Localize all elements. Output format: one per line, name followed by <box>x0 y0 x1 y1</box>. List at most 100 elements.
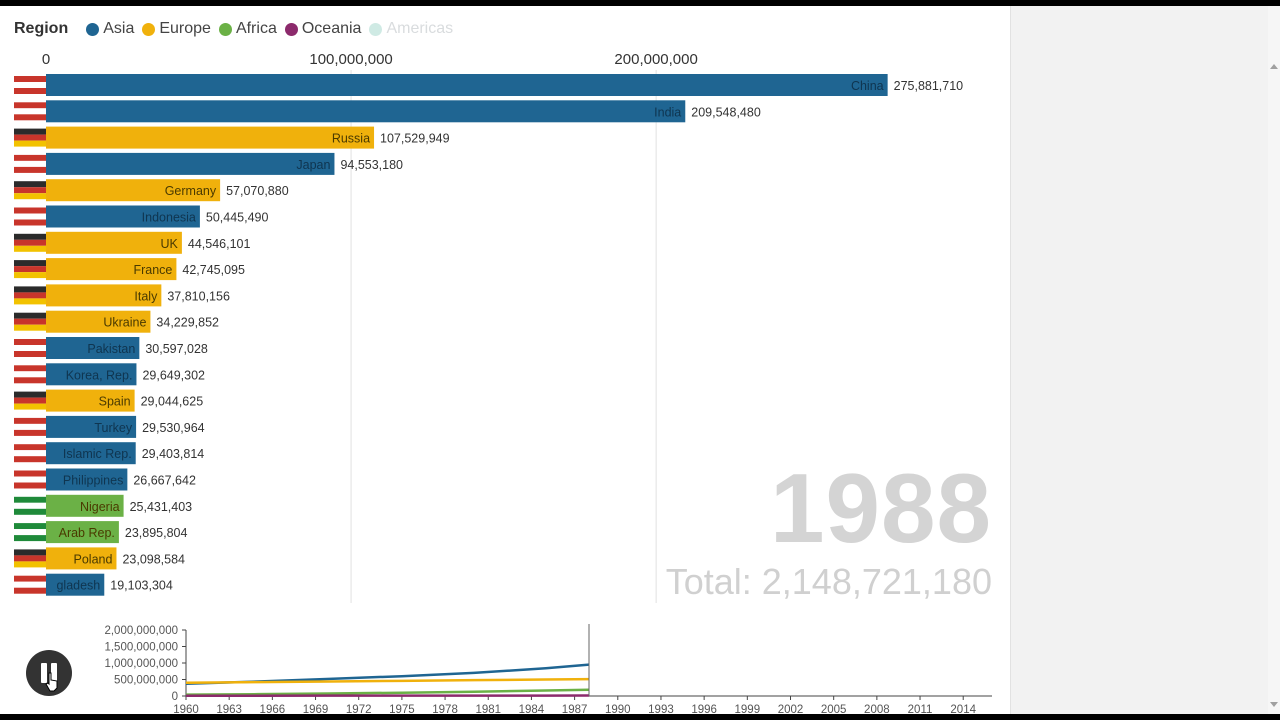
x-tick-label: 1981 <box>475 704 501 714</box>
series-line-europe <box>185 677 590 685</box>
bar-value-label: 34,229,852 <box>156 316 219 330</box>
timeline-chart[interactable]: 0 500,000,000 1,000,000,000 1,500,000,000 2,… <box>0 618 1010 714</box>
bar-value-label: 37,810,156 <box>167 289 230 303</box>
legend-label: Asia <box>103 20 135 37</box>
total-label: Total: 2,148,721,180 <box>665 561 992 602</box>
legend-item-asia[interactable]: Asia <box>86 20 134 38</box>
bar-value-label: 209,548,480 <box>691 105 761 119</box>
swatch-icon <box>218 22 232 36</box>
bar <box>46 337 140 359</box>
bar-label: Indonesia <box>142 211 196 225</box>
bar-label: Korea, Rep. <box>66 368 133 382</box>
bar-value-label: 50,445,490 <box>206 211 269 225</box>
x-tick-label: 2005 <box>821 704 847 714</box>
bar-label: France <box>133 263 172 277</box>
bar-value-label: 23,895,804 <box>125 526 188 540</box>
bottom-letterbox <box>0 714 1280 720</box>
bar-row: Pakistan 30,597,028 <box>14 337 208 359</box>
spain-flag-icon <box>14 391 46 410</box>
bar-label: gladesh <box>56 579 100 593</box>
top-letterbox <box>0 0 1280 6</box>
bar-value-label: 107,529,949 <box>380 132 450 146</box>
y-tick-label: 1,000,000,000 <box>104 658 178 670</box>
x-tick-label: 200,000,000 <box>614 51 697 68</box>
bar <box>46 126 375 149</box>
bar <box>46 494 124 517</box>
japan-flag-icon <box>14 154 46 173</box>
bar-label: Nigeria <box>80 500 120 514</box>
bar-label: Philippines <box>63 474 123 488</box>
bar <box>46 389 135 412</box>
bar-row: Italy 37,810,156 <box>14 284 230 307</box>
ukraine-flag-icon <box>14 312 46 331</box>
italy-flag-icon <box>14 286 46 305</box>
bar <box>46 100 686 123</box>
scrollbar[interactable] <box>1268 6 1280 714</box>
y-tick-label: 500,000,000 <box>114 675 178 687</box>
pause-icon <box>51 663 57 683</box>
bar-label: Russia <box>332 132 370 146</box>
bar-row: Korea, Rep. 29,649,302 <box>14 363 205 386</box>
legend-item-europe[interactable]: Europe <box>142 20 211 38</box>
series-line-africa <box>185 688 590 696</box>
x-tick-label: 1969 <box>303 704 329 714</box>
bar-value-label: 25,431,403 <box>130 500 193 514</box>
bar-value-label: 29,403,814 <box>142 447 205 461</box>
hand-cursor-icon <box>45 672 58 692</box>
bar-label: Italy <box>134 289 158 303</box>
bar-label: Poland <box>74 552 113 566</box>
india-flag-icon <box>14 102 46 121</box>
bar-value-label: 23,098,584 <box>122 552 185 566</box>
x-tick-label: 1984 <box>519 704 545 714</box>
bar-value-label: 30,597,028 <box>145 342 208 356</box>
bar-label: Japan <box>296 158 330 172</box>
france-flag-icon <box>14 260 46 279</box>
x-tick-label: 2002 <box>778 704 804 714</box>
bar <box>46 573 105 596</box>
pause-icon <box>41 663 47 683</box>
bar-row: Japan 94,553,180 <box>14 152 403 175</box>
side-panel <box>1010 6 1280 714</box>
uk-flag-icon <box>14 233 46 252</box>
bar-chart: 0 100,000,000 200,000,000 China 275,881,710 I… <box>14 51 963 603</box>
bar-row: Poland 23,098,584 <box>14 547 185 570</box>
legend: Region Asia Europe Africa Oceania Americ… <box>14 18 461 40</box>
bar-label: Germany <box>165 184 217 198</box>
x-tick-label: 1966 <box>260 704 286 714</box>
germany-flag-icon <box>14 181 46 200</box>
bar <box>46 415 137 438</box>
legend-item-africa[interactable]: Africa <box>218 20 277 38</box>
swatch-icon <box>369 22 383 36</box>
bar-value-label: 57,070,880 <box>226 184 289 198</box>
bar-label: Islamic Rep. <box>63 447 132 461</box>
bar <box>46 442 136 465</box>
scroll-down-icon[interactable] <box>1270 702 1278 707</box>
bar-label: Pakistan <box>87 342 135 356</box>
philippines-flag-icon <box>14 470 46 489</box>
x-tick-label: 1996 <box>691 704 717 714</box>
x-tick-label: 0 <box>42 51 50 68</box>
bar-label: Spain <box>99 395 131 409</box>
pakistan-flag-icon <box>14 339 46 357</box>
turkey-flag-icon <box>14 417 46 436</box>
bar-row: China 275,881,710 <box>14 74 963 96</box>
bar <box>46 152 335 175</box>
korea-flag-icon <box>14 365 46 384</box>
year-label: 1988 <box>769 453 992 563</box>
bar-label: China <box>851 79 884 93</box>
legend-item-americas[interactable]: Americas <box>369 20 453 38</box>
x-tick-label: 1999 <box>735 704 761 714</box>
scroll-up-icon[interactable] <box>1270 64 1278 69</box>
bar <box>46 310 151 333</box>
x-tick-label: 1963 <box>216 704 242 714</box>
legend-item-oceania[interactable]: Oceania <box>284 20 361 38</box>
bar-row: UK 44,546,101 <box>14 231 251 254</box>
x-tick-label: 1960 <box>173 704 199 714</box>
poland-flag-icon <box>14 549 46 568</box>
legend-label: Africa <box>235 20 277 37</box>
egypt-flag-icon <box>14 523 46 542</box>
bar-row: Nigeria 25,431,403 <box>14 494 193 517</box>
bar <box>46 231 182 254</box>
nigeria-flag-icon <box>14 496 46 515</box>
x-tick-label: 2014 <box>950 704 976 714</box>
